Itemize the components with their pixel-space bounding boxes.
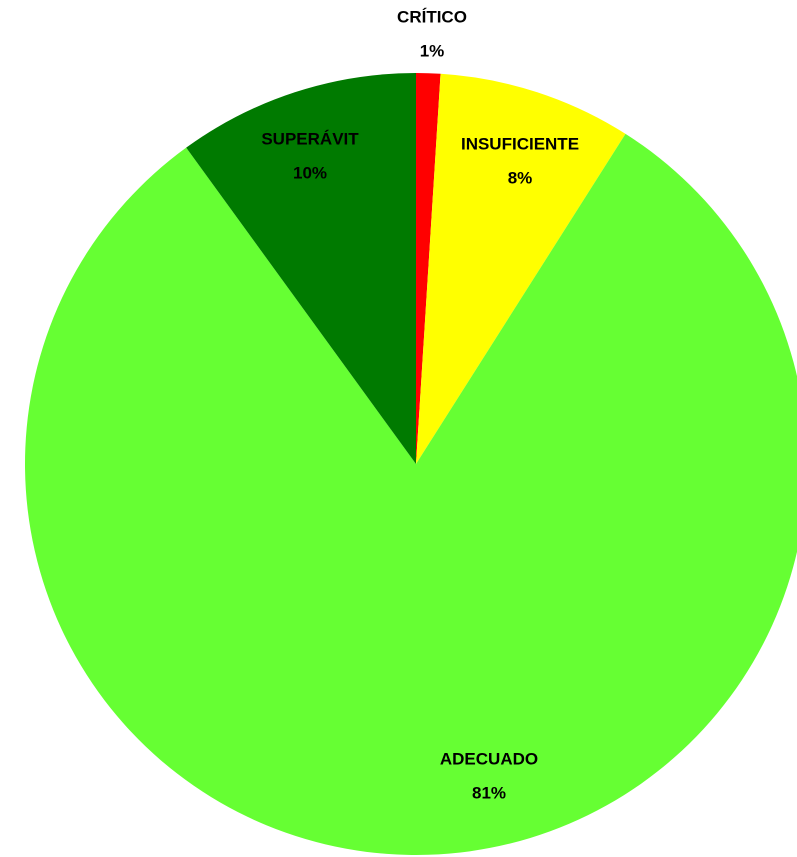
slice-category-label: ADECUADO (440, 749, 538, 768)
pie-slice (416, 73, 626, 464)
pie-slice (25, 133, 797, 855)
slice-value-label: 81% (472, 783, 506, 802)
slice-value-label: 8% (508, 168, 533, 187)
slice-value-label: 10% (293, 163, 327, 182)
slice-category-label: SUPERÁVIT (261, 129, 359, 148)
pie-slice (416, 73, 441, 464)
slice-category-label: CRÍTICO (397, 7, 467, 26)
slice-category-label: INSUFICIENTE (461, 134, 579, 153)
pie-slice (186, 73, 416, 464)
slice-value-label: 1% (420, 41, 445, 60)
